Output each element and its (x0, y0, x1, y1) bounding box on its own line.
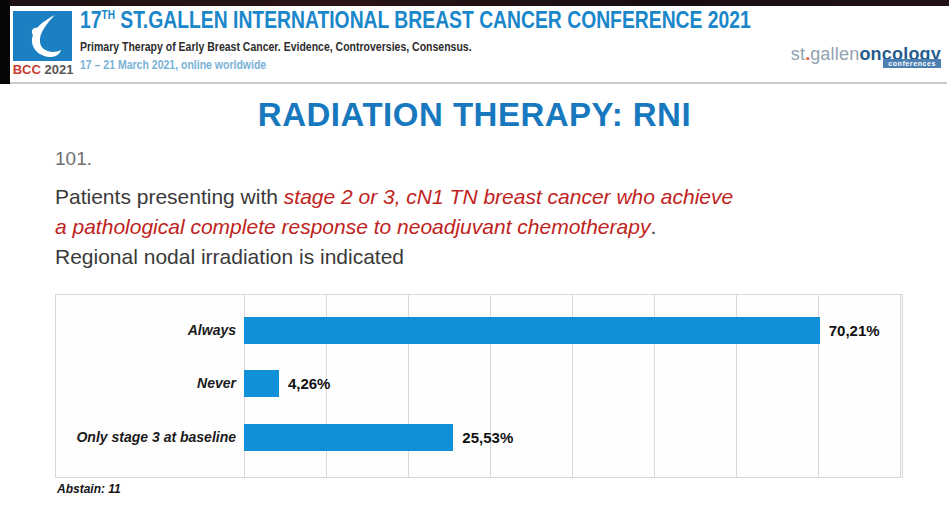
question-highlight-line1: stage 2 or 3, cN1 TN breast cancer who a… (284, 185, 733, 208)
left-video-strip (0, 0, 10, 84)
poll-results-chart: Always 70,21% Never 4,26% Only stage 3 at ba… (55, 294, 903, 478)
value-label: 25,53% (462, 424, 513, 451)
logo-conferences-tag: conferences (883, 59, 941, 68)
value-label: 70,21% (829, 317, 880, 344)
category-label: Never (60, 370, 236, 397)
conference-dates: 17 – 21 March 2021, online worldwide (80, 58, 266, 72)
stgallen-oncology-logo: st.gallenoncology conferences (791, 44, 941, 65)
question-highlight-line2: a pathological complete response to neoa… (55, 215, 650, 238)
logo-st: st (791, 44, 805, 64)
bcc-logo-svg (13, 11, 72, 61)
conference-subtitle: Primary Therapy of Early Breast Cancer. … (80, 40, 472, 54)
value-label: 4,26% (288, 370, 331, 397)
header-divider (10, 82, 947, 84)
plot-area: Always 70,21% Never 4,26% Only stage 3 at ba… (56, 295, 902, 477)
slide: BCC 2021 17TH ST.GALLEN INTERNATIONAL BR… (0, 0, 949, 508)
conference-title-number: 17 (80, 7, 101, 33)
question-period: . (650, 215, 656, 238)
question-tail: Regional nodal irradiation is indicated (55, 245, 404, 268)
abstain-note: Abstain: 11 (57, 482, 121, 496)
bar (244, 424, 453, 451)
conference-title-ordinal: TH (101, 8, 114, 22)
question-intro: Patients presenting with (55, 185, 284, 208)
gridline (900, 295, 901, 477)
bcc-badge-year: 2021 (44, 62, 73, 77)
category-label: Only stage 3 at baseline (60, 424, 236, 451)
question-text: Patients presenting with stage 2 or 3, c… (55, 182, 733, 272)
bar (244, 370, 279, 397)
conference-title-text: ST.GALLEN INTERNATIONAL BREAST CANCER CO… (115, 7, 751, 33)
bcc-badge: BCC 2021 (11, 62, 75, 77)
bar (244, 317, 820, 344)
bcc-badge-text: BCC (13, 62, 41, 77)
top-video-strip (0, 0, 949, 6)
page-title: RADIATION THERAPY: RNI (0, 96, 949, 134)
question-number: 101. (55, 148, 92, 170)
conference-title: 17TH ST.GALLEN INTERNATIONAL BREAST CANC… (80, 7, 751, 34)
bcc-logo-icon (13, 11, 72, 61)
category-label: Always (60, 317, 236, 344)
logo-gallen: gallen (810, 44, 859, 64)
